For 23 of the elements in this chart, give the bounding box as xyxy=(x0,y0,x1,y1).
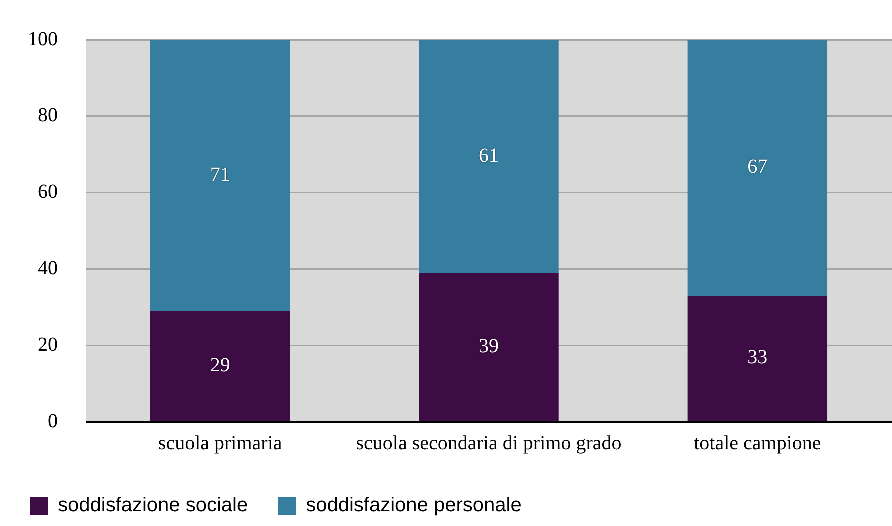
legend-label: soddisfazione sociale xyxy=(58,494,248,517)
bar xyxy=(688,40,828,296)
bar xyxy=(150,311,290,421)
bar xyxy=(688,296,828,421)
y-tick-label: 60 xyxy=(38,181,58,204)
x-tick-label: scuola secondaria di primo grado xyxy=(356,432,622,454)
x-tick-label: scuola primaria xyxy=(158,432,282,454)
bar xyxy=(419,40,559,274)
y-tick-label: 40 xyxy=(38,257,58,280)
y-tick-label: 0 xyxy=(48,410,58,432)
y-tick-label: 100 xyxy=(28,28,58,50)
data-label: 33 xyxy=(748,346,768,369)
data-label: 39 xyxy=(479,335,499,358)
y-tick-label: 20 xyxy=(38,334,58,356)
bar xyxy=(150,40,290,312)
data-label: 71 xyxy=(210,164,230,186)
data-label: 67 xyxy=(748,156,768,178)
data-label: 61 xyxy=(479,144,499,167)
data-label: 29 xyxy=(210,354,230,376)
bar xyxy=(419,273,559,421)
y-tick-label: 80 xyxy=(38,104,58,127)
x-tick-label: totale campione xyxy=(694,432,822,454)
legend-label: soddisfazione personale xyxy=(306,494,522,517)
